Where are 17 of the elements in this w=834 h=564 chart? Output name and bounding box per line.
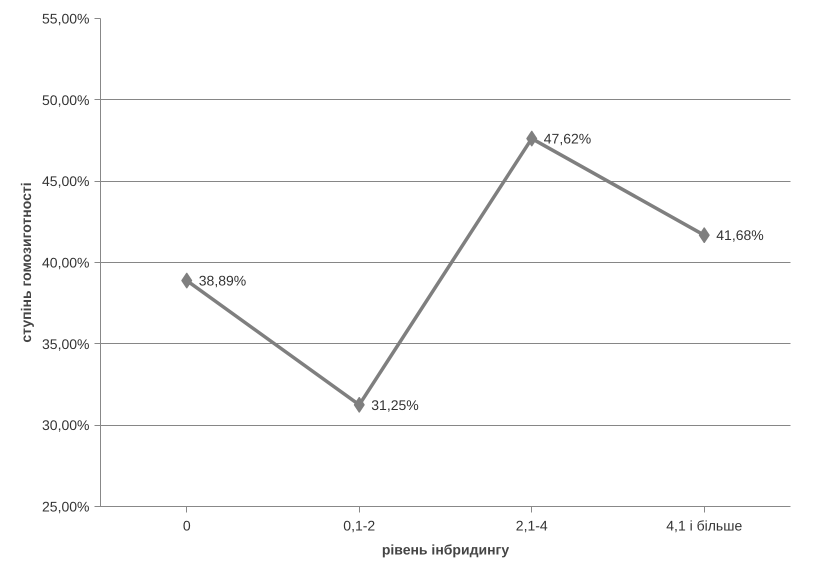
data-label: 41,68%: [716, 227, 764, 244]
y-tick-label: 55,00%: [42, 10, 90, 26]
y-tick-label: 25,00%: [42, 498, 90, 514]
y-axis-title: ступінь гомозиготності: [18, 182, 34, 343]
data-label: 47,62%: [544, 130, 592, 147]
y-tick-label: 35,00%: [42, 336, 90, 352]
y-tick-label: 45,00%: [42, 173, 90, 190]
y-tick-label: 30,00%: [42, 417, 90, 434]
x-tick-label: 0: [182, 518, 191, 534]
x-tick-label: 4,1 і більше: [666, 518, 742, 534]
x-axis-title: рівень інбридингу: [382, 542, 510, 558]
y-tick-label: 50,00%: [42, 92, 90, 108]
data-label: 31,25%: [371, 396, 419, 413]
y-tick-label: 40,00%: [42, 254, 90, 270]
data-label: 38,89%: [198, 272, 246, 289]
x-tick-label: 2,1-4: [516, 518, 548, 534]
x-tick-label: 0,1-2: [343, 518, 376, 534]
